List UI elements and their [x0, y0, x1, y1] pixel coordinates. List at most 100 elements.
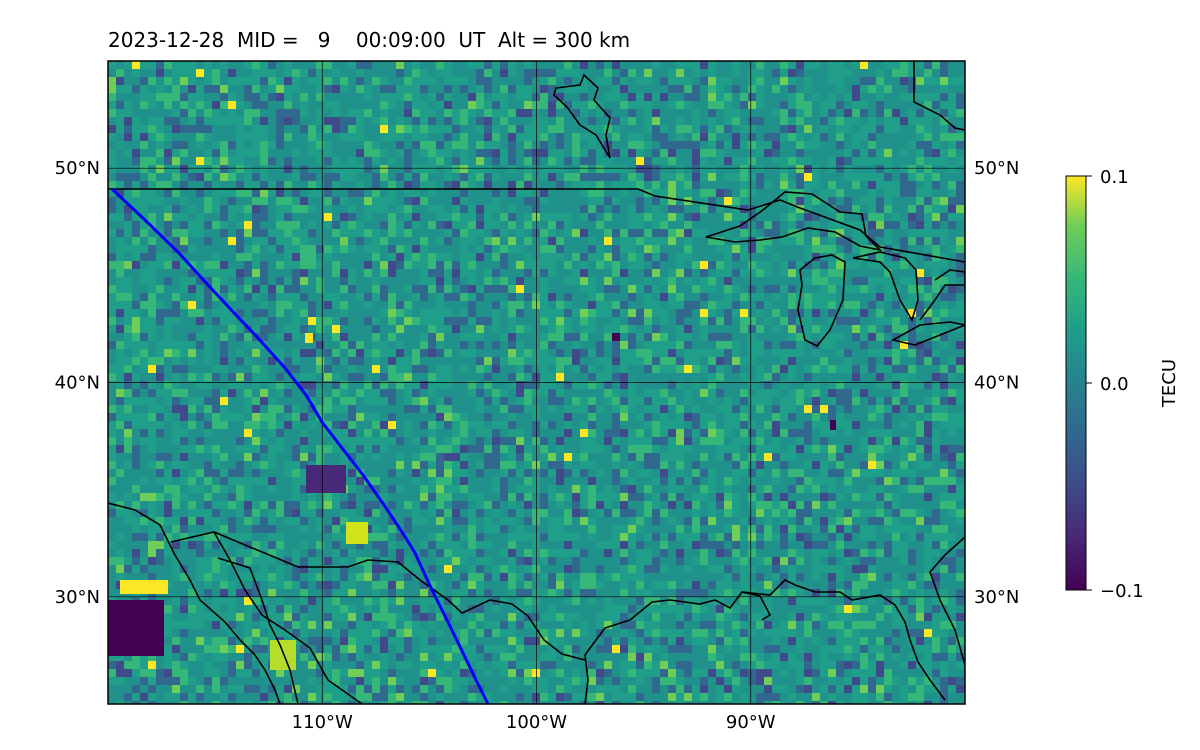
tec-pixel	[924, 69, 932, 77]
tec-pixel	[420, 117, 428, 125]
tec-pixel	[828, 309, 836, 317]
tec-pixel	[108, 421, 116, 429]
tec-pixel	[164, 157, 172, 165]
tec-pixel	[628, 485, 636, 493]
tec-pixel	[412, 613, 420, 621]
tec-pixel	[284, 261, 292, 269]
tec-pixel	[116, 245, 124, 253]
tec-pixel	[732, 173, 740, 181]
tec-pixel	[548, 293, 556, 301]
tec-pixel	[460, 317, 468, 325]
tec-pixel	[868, 461, 876, 469]
tec-pixel	[676, 213, 684, 221]
tec-pixel	[476, 573, 484, 581]
tec-pixel	[956, 101, 964, 109]
tec-pixel	[908, 509, 916, 517]
tec-pixel	[164, 101, 172, 109]
tec-pixel	[868, 349, 876, 357]
tec-pixel	[284, 501, 292, 509]
tec-pixel	[452, 485, 460, 493]
tec-pixel	[652, 429, 660, 437]
tec-pixel	[924, 245, 932, 253]
tec-pixel	[756, 245, 764, 253]
tec-pixel	[740, 469, 748, 477]
tec-pixel	[900, 181, 908, 189]
tec-pixel	[404, 157, 412, 165]
tec-pixel	[524, 261, 532, 269]
tec-pixel	[300, 253, 308, 261]
tec-pixel	[460, 485, 468, 493]
tec-pixel	[580, 77, 588, 85]
tec-pixel	[492, 629, 500, 637]
tec-pixel	[340, 509, 348, 517]
tec-pixel	[140, 477, 148, 485]
tec-pixel	[460, 117, 468, 125]
tec-pixel	[636, 197, 644, 205]
tec-pixel	[388, 269, 396, 277]
tec-pixel	[908, 213, 916, 221]
tec-pixel	[812, 445, 820, 453]
tec-pixel	[932, 261, 940, 269]
tec-pixel	[668, 453, 676, 461]
tec-pixel	[124, 357, 132, 365]
tec-pixel	[316, 157, 324, 165]
tec-pixel	[620, 245, 628, 253]
tec-pixel	[124, 557, 132, 565]
tec-pixel	[852, 237, 860, 245]
tec-pixel	[908, 365, 916, 373]
tec-pixel	[884, 149, 892, 157]
tec-pixel	[524, 77, 532, 85]
tec-pixel	[924, 133, 932, 141]
tec-pixel	[108, 253, 116, 261]
tec-pixel	[468, 61, 476, 69]
tec-pixel	[612, 573, 620, 581]
tec-pixel	[308, 77, 316, 85]
tec-pixel	[452, 501, 460, 509]
tec-pixel	[796, 149, 804, 157]
tec-pixel	[452, 533, 460, 541]
tec-pixel	[260, 77, 268, 85]
tec-pixel	[340, 357, 348, 365]
tec-pixel	[524, 557, 532, 565]
tec-pixel	[236, 381, 244, 389]
tec-pixel	[628, 173, 636, 181]
tec-pixel	[788, 573, 796, 581]
tec-pixel	[732, 405, 740, 413]
tec-pixel	[892, 381, 900, 389]
tec-pixel	[660, 125, 668, 133]
tec-pixel	[916, 349, 924, 357]
tec-pixel	[860, 77, 868, 85]
tec-pixel	[612, 325, 620, 333]
tec-pixel	[788, 397, 796, 405]
tec-pixel	[356, 413, 364, 421]
tec-pixel	[228, 621, 236, 629]
tec-pixel	[772, 349, 780, 357]
tec-pixel	[284, 285, 292, 293]
tec-pixel	[260, 597, 268, 605]
tec-pixel	[596, 253, 604, 261]
tec-pixel	[668, 205, 676, 213]
tec-pixel	[564, 493, 572, 501]
tec-pixel	[596, 61, 604, 69]
tec-pixel	[676, 69, 684, 77]
tec-pixel	[452, 413, 460, 421]
tec-pixel	[356, 229, 364, 237]
tec-pixel	[564, 421, 572, 429]
tec-pixel	[484, 77, 492, 85]
tec-pixel	[708, 357, 716, 365]
tec-pixel	[252, 525, 260, 533]
tec-pixel	[644, 237, 652, 245]
tec-pixel	[636, 101, 644, 109]
tec-pixel	[924, 341, 932, 349]
tec-pixel	[772, 589, 780, 597]
tec-pixel	[348, 397, 356, 405]
tec-pixel	[228, 557, 236, 565]
tec-pixel	[636, 309, 644, 317]
tec-pixel	[212, 565, 220, 573]
tec-pixel	[700, 165, 708, 173]
tec-pixel	[124, 517, 132, 525]
tec-pixel	[108, 429, 116, 437]
tec-pixel	[812, 613, 820, 621]
tec-pixel	[348, 549, 356, 557]
tec-pixel	[308, 229, 316, 237]
